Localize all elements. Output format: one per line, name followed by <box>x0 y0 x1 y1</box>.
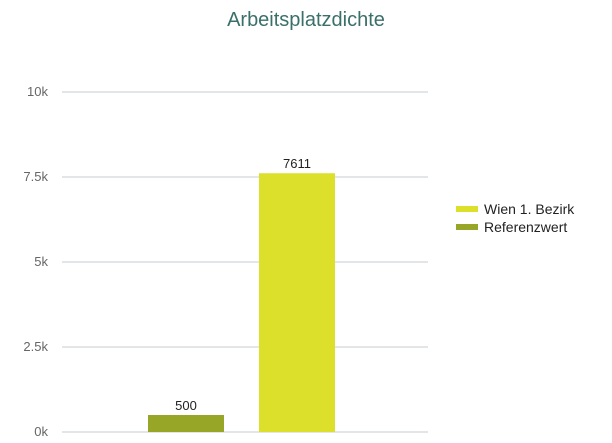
legend-label: Wien 1. Bezirk <box>484 201 575 217</box>
y-tick-label: 5k <box>34 254 48 269</box>
legend-swatch <box>456 206 478 212</box>
chart-title: Arbeitsplatzdichte <box>227 9 385 31</box>
legend-swatch <box>456 224 478 230</box>
y-tick-label: 10k <box>27 84 48 99</box>
bars <box>148 173 335 432</box>
grid-lines <box>62 91 428 433</box>
legend[interactable]: Wien 1. Bezirk Referenzwert <box>456 201 575 235</box>
legend-item[interactable]: Wien 1. Bezirk <box>456 201 575 217</box>
bar-value-label: 500 <box>175 398 197 413</box>
y-tick-label: 7.5k <box>23 169 48 184</box>
bar-value-label: 7611 <box>283 156 311 171</box>
data-labels: 500 7611 <box>175 156 311 413</box>
bar[interactable] <box>259 173 335 432</box>
y-axis-ticks: 0k 2.5k 5k 7.5k 10k <box>23 84 48 439</box>
legend-item[interactable]: Referenzwert <box>456 219 567 235</box>
y-tick-label: 0k <box>34 424 48 439</box>
legend-label: Referenzwert <box>484 219 567 235</box>
y-tick-label: 2.5k <box>23 339 48 354</box>
bar[interactable] <box>148 415 224 432</box>
